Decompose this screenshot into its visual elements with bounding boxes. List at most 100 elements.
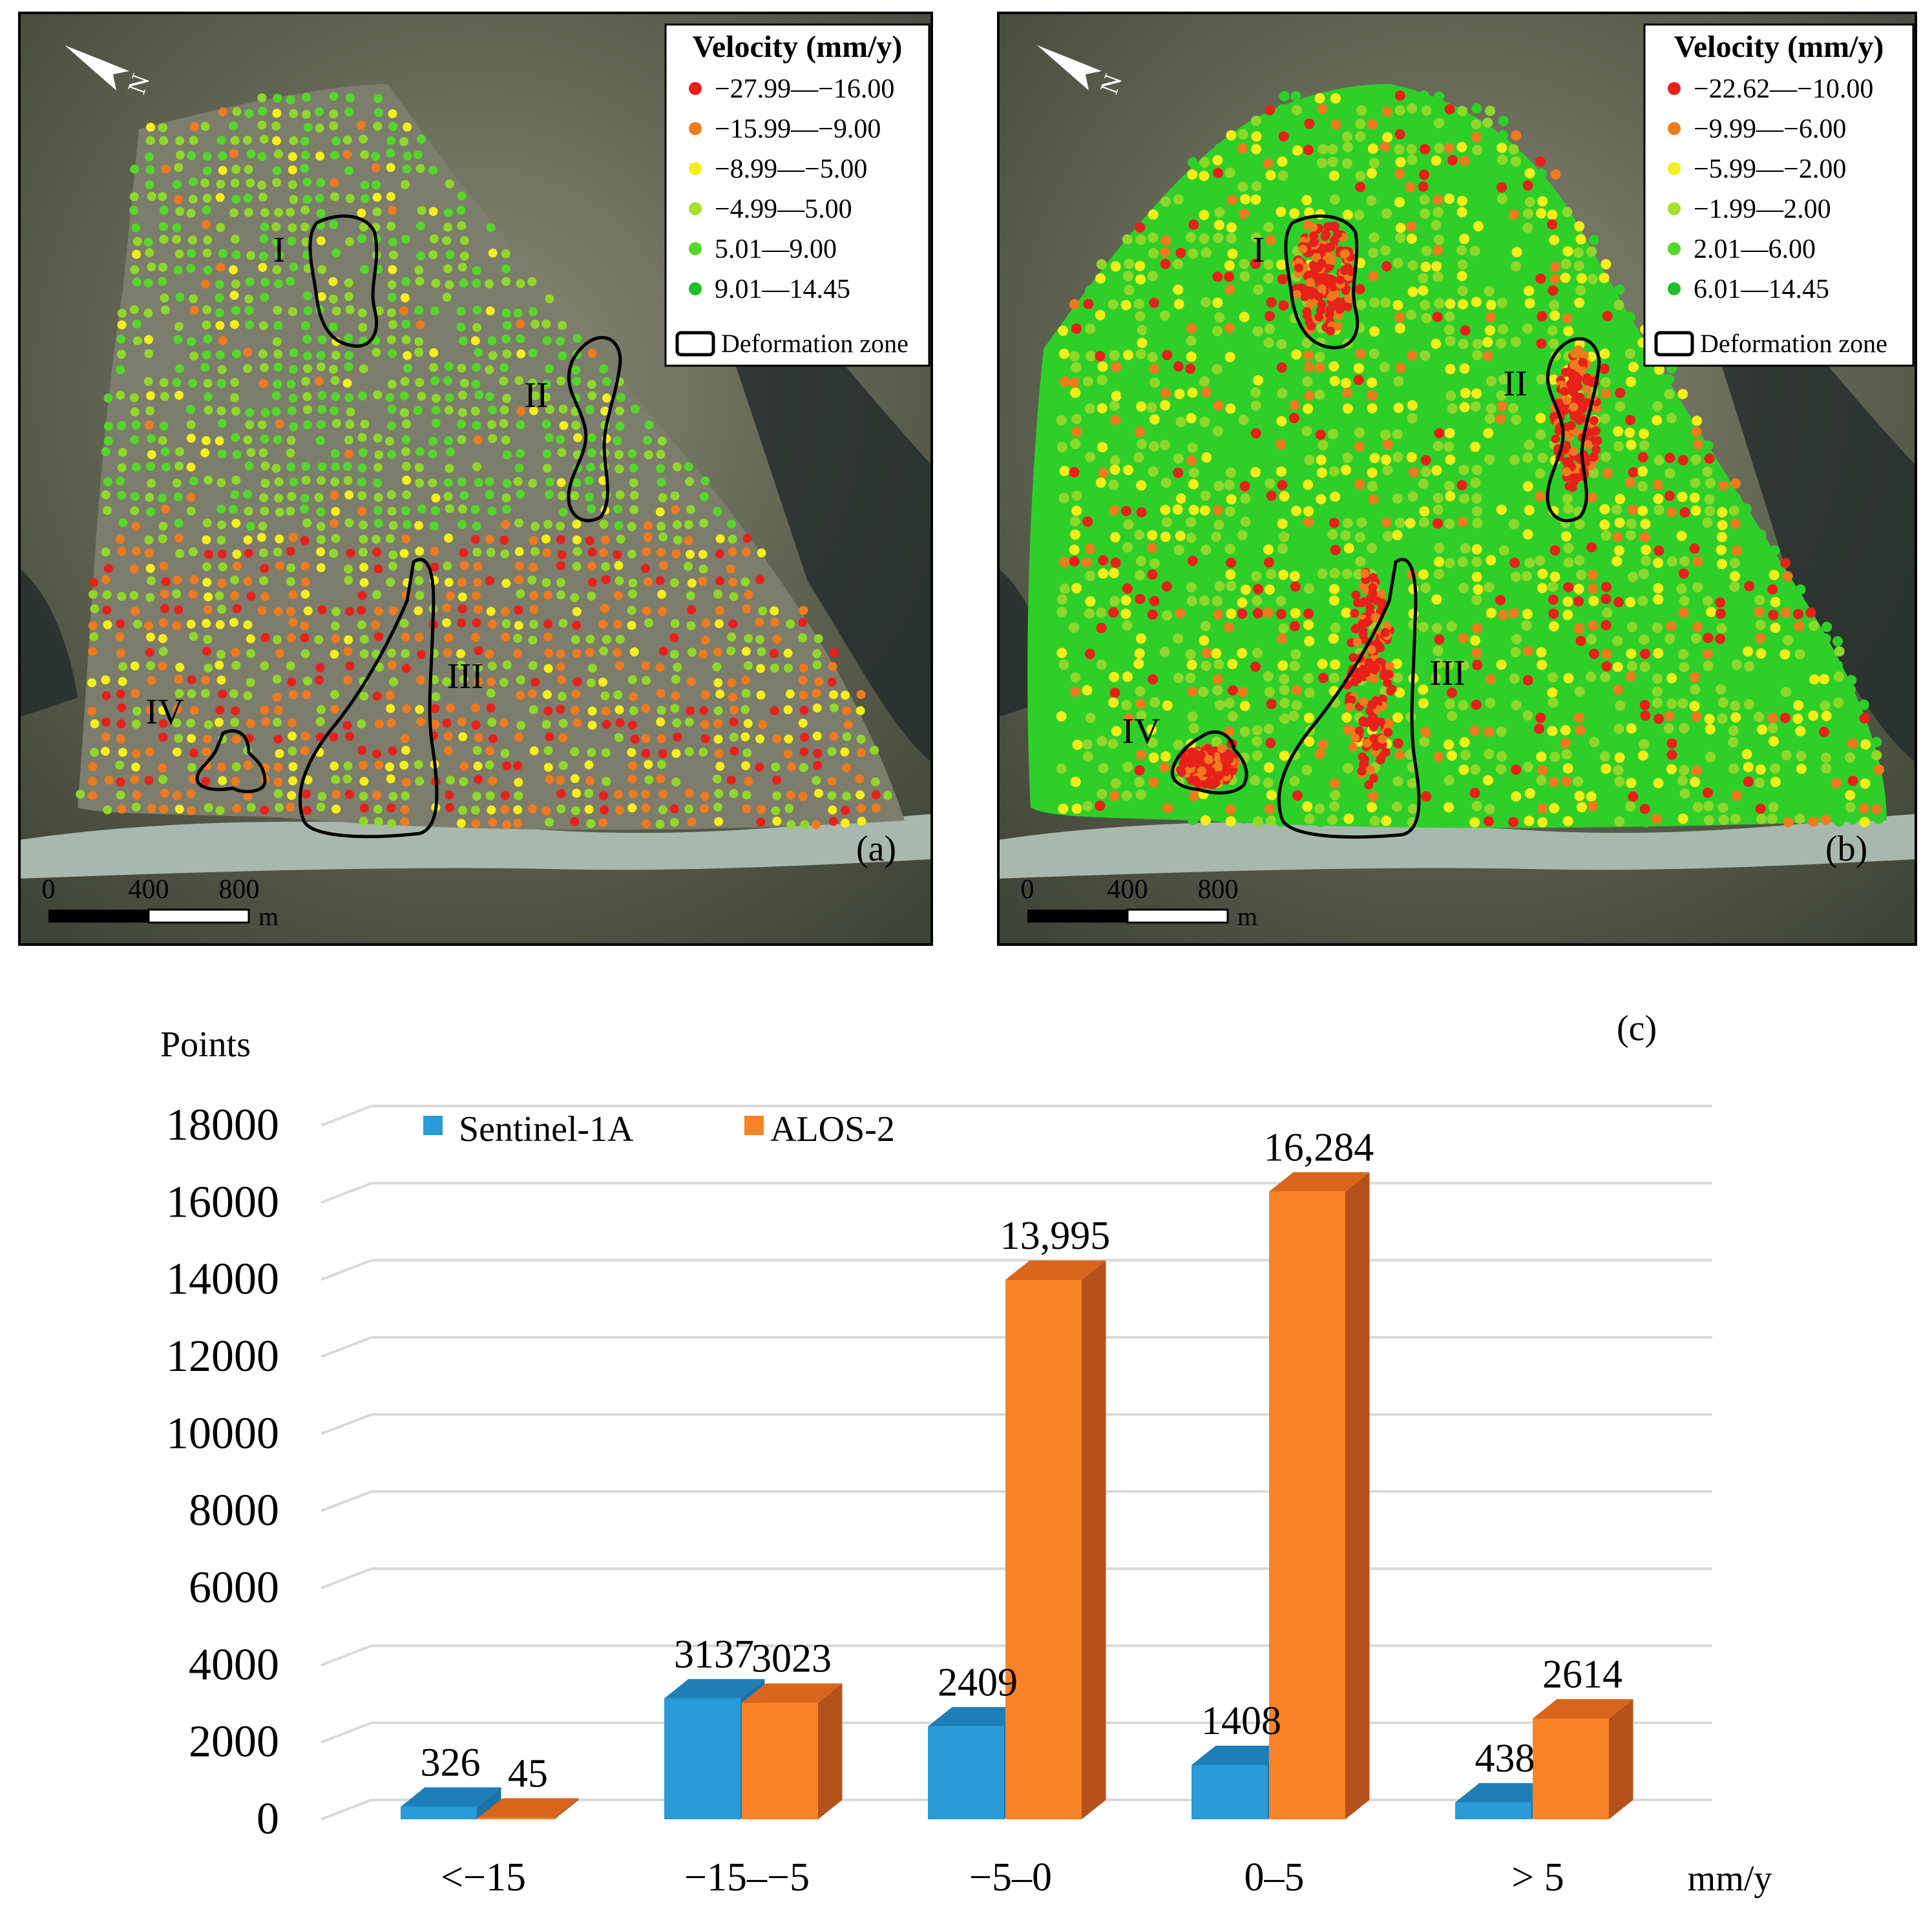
- velocity-point: [1136, 480, 1147, 491]
- velocity-point: [159, 205, 169, 215]
- velocity-point: [289, 109, 299, 118]
- velocity-point: [799, 747, 809, 757]
- velocity-point: [1082, 362, 1093, 373]
- velocity-point: [1471, 297, 1482, 308]
- velocity-point: [1199, 171, 1210, 182]
- velocity-point: [1264, 803, 1275, 814]
- velocity-point: [203, 634, 213, 644]
- velocity-point: [1148, 258, 1159, 269]
- velocity-point: [1485, 697, 1496, 708]
- velocity-point: [1418, 517, 1429, 528]
- legend-label-alos: ALOS-2: [770, 1109, 895, 1149]
- velocity-point: [1561, 749, 1572, 760]
- velocity-point: [402, 519, 412, 529]
- velocity-point: [1536, 222, 1547, 233]
- velocity-point: [1639, 532, 1650, 543]
- velocity-point: [1524, 439, 1535, 450]
- velocity-point: [1057, 737, 1068, 748]
- velocity-point: [273, 735, 283, 744]
- velocity-point: [1509, 673, 1520, 684]
- velocity-point: [1213, 183, 1224, 194]
- velocity-point: [1536, 751, 1547, 762]
- velocity-point: [1252, 700, 1263, 711]
- velocity-point: [1459, 673, 1470, 684]
- velocity-point: [373, 804, 383, 814]
- velocity-point: [713, 719, 723, 729]
- velocity-point: [1484, 749, 1495, 760]
- velocity-point: [314, 376, 324, 386]
- velocity-point: [1327, 415, 1338, 426]
- velocity-point: [158, 763, 167, 773]
- velocity-point: [1160, 247, 1171, 258]
- velocity-point: [1317, 103, 1328, 114]
- velocity-point: [1469, 324, 1480, 335]
- velocity-point: [800, 733, 810, 742]
- velocity-point: [514, 518, 523, 528]
- velocity-point: [1056, 790, 1067, 801]
- velocity-point: [1522, 762, 1533, 773]
- velocity-point: [1380, 297, 1391, 308]
- velocity-point: [189, 351, 199, 361]
- velocity-point: [346, 93, 355, 103]
- velocity-point: [1432, 815, 1443, 826]
- velocity-point: [1070, 387, 1081, 398]
- velocity-point: [1342, 141, 1353, 152]
- velocity-point: [230, 136, 240, 145]
- velocity-point: [1360, 569, 1370, 578]
- velocity-point: [1327, 292, 1336, 302]
- velocity-point: [741, 761, 751, 771]
- velocity-point: [700, 690, 710, 700]
- velocity-point: [1381, 478, 1392, 489]
- velocity-point: [599, 364, 609, 373]
- velocity-point: [571, 421, 581, 430]
- velocity-point: [187, 235, 197, 245]
- x-tick-label: > 5: [1511, 1856, 1564, 1899]
- velocity-point: [1082, 777, 1093, 788]
- velocity-point: [1212, 426, 1223, 437]
- velocity-point: [1434, 350, 1445, 361]
- legend-zone-label: Deformation zone: [721, 329, 908, 358]
- velocity-point: [202, 747, 211, 757]
- scale-tick-label: 400: [1108, 875, 1148, 904]
- legend-entry-label: −5.99—−2.00: [1694, 154, 1846, 184]
- velocity-point: [541, 806, 551, 815]
- velocity-point: [1795, 674, 1806, 685]
- velocity-point: [316, 351, 326, 361]
- velocity-point: [1160, 711, 1171, 722]
- velocity-point: [1625, 597, 1636, 608]
- velocity-point: [342, 720, 352, 730]
- velocity-point: [1679, 788, 1690, 799]
- velocity-point: [1628, 466, 1639, 477]
- velocity-point: [1562, 660, 1573, 671]
- velocity-point: [103, 393, 113, 403]
- velocity-point: [1392, 672, 1403, 683]
- velocity-point: [1224, 635, 1235, 646]
- velocity-point: [1418, 684, 1429, 695]
- velocity-point: [1705, 505, 1716, 516]
- velocity-point: [459, 379, 469, 388]
- velocity-point: [1484, 325, 1495, 336]
- velocity-point: [1239, 208, 1250, 219]
- velocity-point: [1214, 247, 1225, 258]
- velocity-point: [1586, 246, 1597, 257]
- velocity-point: [558, 404, 568, 414]
- velocity-point: [1498, 116, 1509, 127]
- velocity-point: [1342, 209, 1353, 220]
- velocity-point: [174, 322, 184, 331]
- velocity-point: [715, 605, 724, 615]
- velocity-point: [186, 434, 196, 443]
- velocity-point: [1434, 143, 1445, 154]
- velocity-point: [701, 618, 711, 628]
- velocity-point: [1537, 247, 1548, 258]
- velocity-point: [1121, 790, 1132, 801]
- velocity-point: [401, 335, 411, 344]
- velocity-point: [1071, 362, 1082, 373]
- velocity-point: [1537, 403, 1548, 414]
- velocity-point: [1265, 596, 1276, 607]
- velocity-point: [1498, 813, 1509, 824]
- velocity-point: [856, 689, 866, 699]
- velocity-point: [558, 351, 567, 361]
- velocity-point: [89, 590, 98, 600]
- velocity-point: [1678, 568, 1689, 579]
- velocity-point: [1600, 452, 1611, 463]
